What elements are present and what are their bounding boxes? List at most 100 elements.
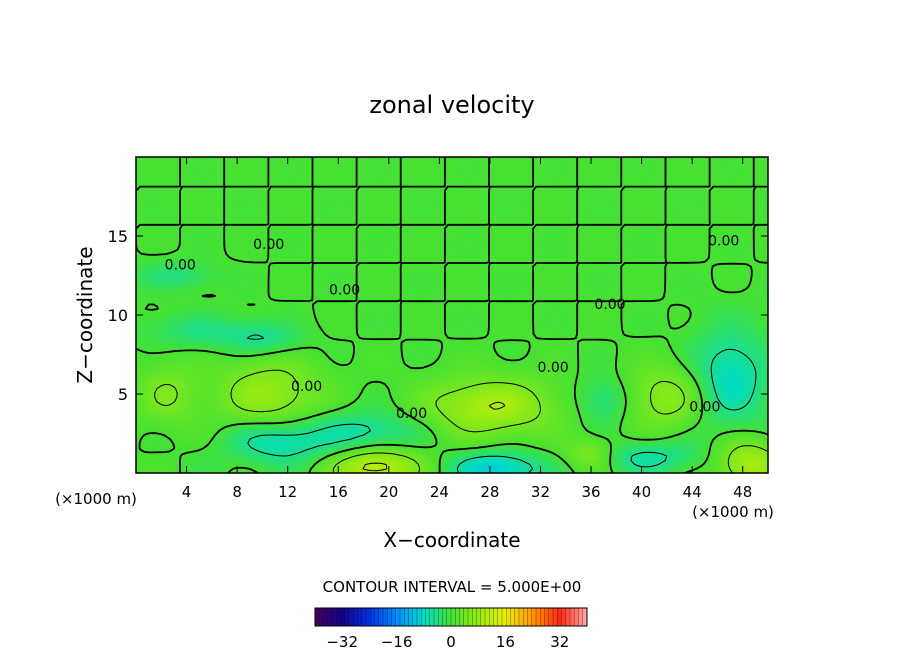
colorbar-tick-label: 32 — [550, 633, 569, 651]
contour-positive — [362, 401, 506, 472]
colorbar-cell — [374, 608, 380, 626]
x-tick-label: 40 — [632, 483, 651, 501]
colorbar-cell — [455, 608, 460, 626]
contour-label: 0.00 — [708, 234, 739, 250]
colorbar-cell — [353, 608, 358, 626]
colorbar-cell — [480, 608, 486, 626]
colorbar-cell — [493, 608, 499, 626]
colorbar-cell — [446, 608, 452, 626]
colorbar-cell — [553, 608, 558, 626]
contour-negative — [247, 334, 757, 473]
colorbar-cell — [344, 608, 350, 626]
x-tick-label: 28 — [480, 483, 499, 501]
colorbar-cell — [395, 608, 401, 626]
contour-lines — [136, 157, 768, 473]
contour-label: 0.00 — [329, 283, 360, 299]
colorbar — [314, 607, 588, 627]
contour-label: 0.00 — [689, 400, 720, 416]
colorbar-cell — [502, 608, 507, 626]
y-tick-label: 15 — [108, 227, 128, 246]
colorbar-cell — [319, 608, 324, 626]
colorbar-cell — [357, 608, 363, 626]
colorbar-cell — [370, 608, 375, 626]
x-tick-label: 48 — [733, 483, 752, 501]
colorbar-cell — [336, 608, 341, 626]
x-tick-label: 12 — [278, 483, 297, 501]
colorbar-cell — [361, 608, 367, 626]
colorbar-cell — [315, 608, 320, 626]
contour-positive — [154, 369, 768, 473]
x-axis-label: X−coordinate — [383, 528, 520, 552]
x-tick-label: 24 — [430, 483, 449, 501]
colorbar-cell — [574, 608, 579, 626]
colorbar-cell — [451, 608, 456, 626]
colorbar-cell — [548, 608, 554, 626]
colorbar-cell — [327, 608, 333, 626]
colorbar-cell — [476, 608, 482, 626]
colorbar-cell — [408, 608, 414, 626]
colorbar-cell — [497, 608, 503, 626]
colorbar-tick-label: 0 — [446, 633, 456, 651]
contour-label: 0.00 — [253, 237, 284, 253]
colorbar-ticks: −32 −16 0 16 32 — [326, 633, 569, 651]
x-tick-label: 4 — [182, 483, 192, 501]
colorbar-cell — [544, 608, 550, 626]
colorbar-cell — [332, 608, 337, 626]
colorbar-cell — [400, 608, 405, 626]
colorbar-cell — [421, 608, 426, 626]
colorbar-cell — [540, 608, 545, 626]
colorbar-cell — [366, 608, 371, 626]
contour-labels: 0.00 0.00 0.00 0.00 0.00 0.00 0.00 0.00 0.00 — [165, 234, 740, 422]
colorbar-cell — [429, 608, 435, 626]
colorbar-cell — [391, 608, 397, 626]
colorbar-cell — [570, 608, 575, 626]
colorbar-cell — [340, 608, 346, 626]
colorbar-tick-label: −32 — [326, 633, 358, 651]
y-axis-ticks: 5 10 15 — [108, 227, 768, 404]
colorbar-cell — [557, 608, 562, 626]
colorbar-cell — [536, 608, 541, 626]
colorbar-cell — [412, 608, 418, 626]
colorbar-cell — [510, 608, 516, 626]
contour-interval-text: CONTOUR INTERVAL = 5.000E+00 — [323, 578, 582, 596]
contour-label: 0.00 — [594, 297, 625, 313]
x-unit-right: (×1000 m) — [692, 503, 774, 521]
chart-title: zonal velocity — [369, 91, 534, 119]
contour-label: 0.00 — [165, 257, 196, 273]
colorbar-cell — [578, 608, 584, 626]
colorbar-cell — [561, 608, 567, 626]
colorbar-cell — [459, 608, 465, 626]
x-tick-label: 32 — [531, 483, 550, 501]
velocity-raster — [136, 157, 768, 473]
y-axis-label: Z−coordinate — [73, 246, 97, 383]
colorbar-cell — [425, 608, 431, 626]
colorbar-cell — [485, 608, 490, 626]
x-tick-label: 36 — [581, 483, 600, 501]
contour-label: 0.00 — [291, 379, 322, 395]
y-tick-label: 5 — [118, 385, 128, 404]
colorbar-cell — [463, 608, 469, 626]
colorbar-tick-label: −16 — [381, 633, 413, 651]
colorbar-cell — [349, 608, 354, 626]
colorbar-cell — [442, 608, 448, 626]
colorbar-cell — [527, 608, 533, 626]
x-axis-ticks: 4 8 12 16 20 24 28 32 36 40 44 48 — [182, 157, 752, 501]
velocity-field — [136, 157, 768, 473]
colorbar-cell — [514, 608, 520, 626]
colorbar-cell — [323, 608, 329, 626]
colorbar-cell — [523, 608, 528, 626]
x-unit-left: (×1000 m) — [55, 490, 137, 508]
x-tick-label: 44 — [683, 483, 702, 501]
plot-area: 0.00 0.00 0.00 0.00 0.00 0.00 0.00 0.00 0.00 — [135, 156, 769, 474]
colorbar-cell — [506, 608, 511, 626]
colorbar-cell — [519, 608, 524, 626]
x-tick-label: 20 — [379, 483, 398, 501]
colorbar-cell — [531, 608, 537, 626]
colorbar-cell — [387, 608, 392, 626]
contour-label: 0.00 — [538, 360, 569, 376]
colorbar-cell — [417, 608, 422, 626]
colorbar-cell — [489, 608, 494, 626]
colorbar-cell — [378, 608, 384, 626]
y-tick-label: 10 — [108, 306, 128, 325]
